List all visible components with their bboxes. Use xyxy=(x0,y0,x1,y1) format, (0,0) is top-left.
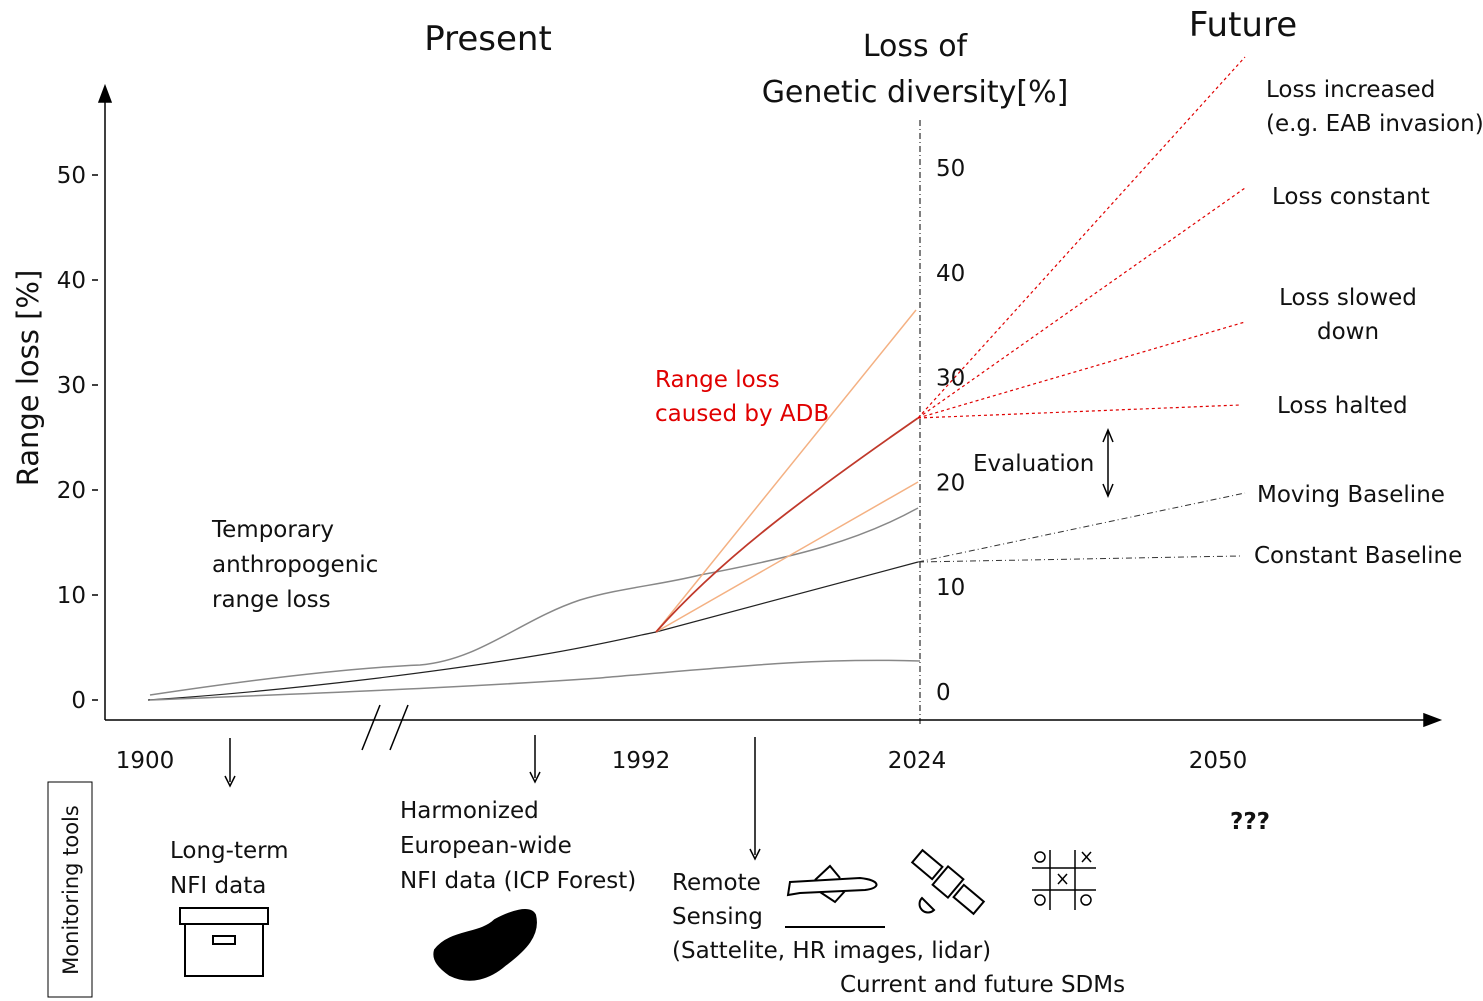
genetic-tick-label: 10 xyxy=(936,575,965,601)
axes xyxy=(97,83,1443,861)
tool-label: Long-term xyxy=(170,838,289,864)
curves xyxy=(147,56,1246,701)
scenario-label: Loss halted xyxy=(1277,393,1408,419)
genetic-tick-label: 50 xyxy=(936,156,965,182)
scenario-label: Moving Baseline xyxy=(1257,482,1445,508)
y-axis-title: Range loss [%] xyxy=(11,270,45,487)
labels: Present Future Loss of Genetic diversity[%]… xyxy=(11,5,1483,998)
genetic-tick-label: 20 xyxy=(936,470,965,496)
scenario-label: (e.g. EAB invasion) xyxy=(1266,111,1483,137)
genetic-tick-label: 0 xyxy=(936,680,951,706)
tool-label: (Sattelite, HR images, lidar) xyxy=(672,938,991,964)
tool-label: Current and future SDMs xyxy=(840,972,1125,998)
y-tick-label: 20 xyxy=(57,478,86,504)
annotation: Range loss xyxy=(655,367,780,393)
scenario-label: Constant Baseline xyxy=(1254,543,1462,569)
y-tick-label: 10 xyxy=(57,583,86,609)
heading: Future xyxy=(1189,5,1297,45)
genetic-tick-label: 30 xyxy=(936,366,965,392)
icons xyxy=(47,781,1096,998)
scenario-label: Loss increased xyxy=(1266,77,1435,103)
heading: Present xyxy=(424,19,552,59)
y-tick-label: 30 xyxy=(57,373,86,399)
annotation: anthropogenic xyxy=(212,552,378,578)
tool-label: Harmonized xyxy=(400,798,539,824)
annotation: caused by ADB xyxy=(655,401,829,427)
annotation: Temporary xyxy=(211,517,334,543)
tool-label: Sensing xyxy=(672,904,763,930)
tool-label: NFI data xyxy=(170,873,266,899)
tool-label: European-wide xyxy=(400,833,572,859)
tool-label: NFI data (ICP Forest) xyxy=(400,868,636,894)
annotation: ??? xyxy=(1230,809,1270,835)
y-tick-label: 50 xyxy=(57,163,86,189)
monitoring-label: Monitoring tools xyxy=(59,805,83,975)
scenario-label: Loss constant xyxy=(1272,184,1430,210)
x-label: 1900 xyxy=(116,748,175,774)
axis-title: Loss of xyxy=(863,29,969,64)
y-tick-label: 0 xyxy=(71,688,86,714)
tool-label: Remote xyxy=(672,870,761,896)
annotation: range loss xyxy=(212,587,331,613)
axis-title: Genetic diversity[%] xyxy=(762,75,1069,110)
x-label: 2024 xyxy=(888,748,947,774)
genetic-tick-label: 40 xyxy=(936,261,965,287)
x-label: 2050 xyxy=(1189,748,1248,774)
x-label: 1992 xyxy=(612,748,671,774)
annotation: Evaluation xyxy=(973,451,1094,477)
y-tick-label: 40 xyxy=(57,268,86,294)
scenario-label: down xyxy=(1317,319,1379,345)
scenario-label: Loss slowed xyxy=(1279,285,1417,311)
